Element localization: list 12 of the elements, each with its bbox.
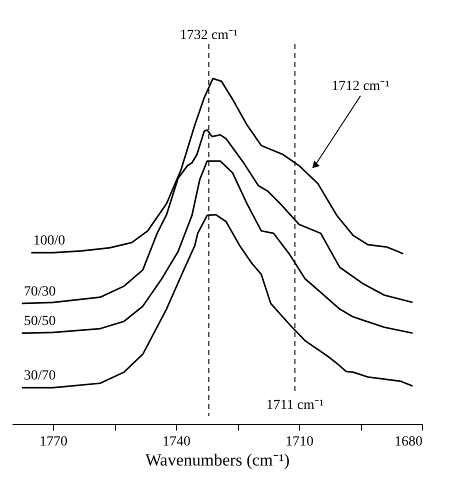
series-label: 70/30 bbox=[24, 284, 56, 300]
series-label: 50/50 bbox=[24, 314, 56, 330]
annotation: 1712 cm⁻¹ bbox=[332, 78, 390, 94]
x-tick-label: 1680 bbox=[394, 434, 422, 450]
x-tick-label: 1710 bbox=[286, 434, 314, 450]
ref-line-label: 1711 cm⁻¹ bbox=[266, 398, 324, 413]
ref-line-label: 1732 cm⁻¹ bbox=[180, 28, 238, 43]
x-axis-title: Wavenumbers (cm⁻¹) bbox=[145, 450, 290, 470]
series-label: 100/0 bbox=[33, 234, 66, 249]
x-tick-label: 1740 bbox=[162, 434, 190, 450]
series-label: 30/70 bbox=[24, 368, 56, 384]
x-tick-label: 1770 bbox=[40, 434, 68, 450]
